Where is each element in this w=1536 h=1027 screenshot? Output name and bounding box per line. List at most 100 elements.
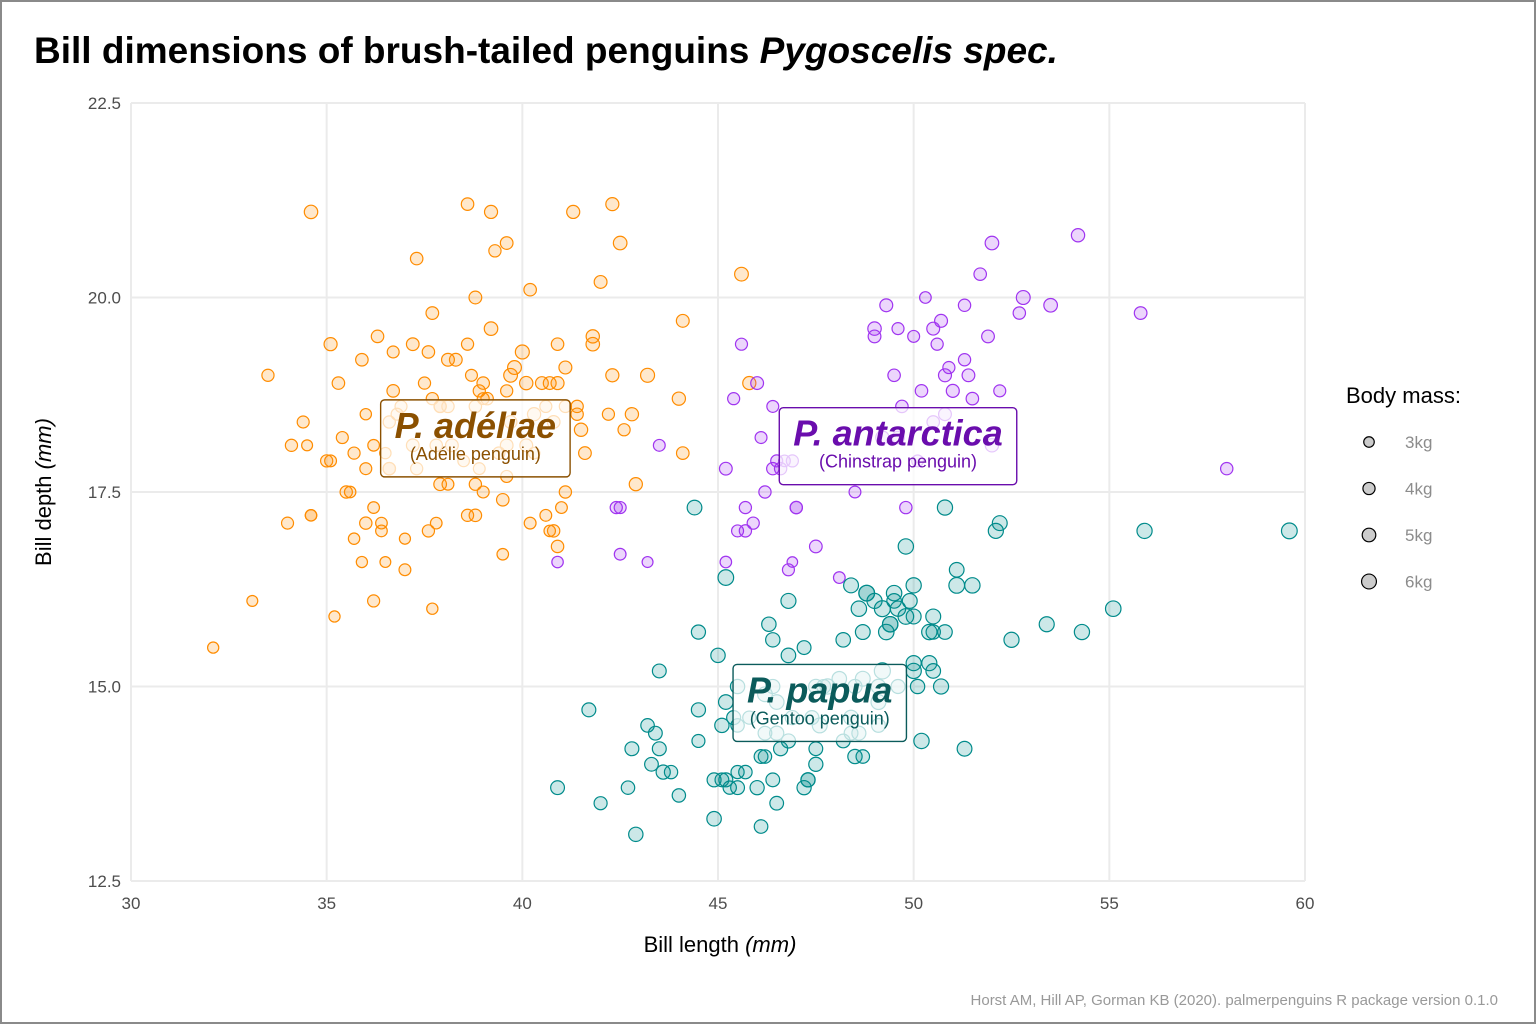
data-point bbox=[757, 749, 773, 764]
data-point bbox=[347, 446, 361, 460]
species-label: P. adéliae(Adélie penguin) bbox=[379, 399, 571, 478]
data-point bbox=[261, 368, 275, 382]
x-tick-label: 50 bbox=[904, 894, 923, 913]
data-point bbox=[1015, 289, 1031, 306]
data-point bbox=[1043, 297, 1059, 313]
data-point bbox=[488, 244, 502, 258]
species-name: P. adéliae bbox=[395, 405, 556, 446]
data-point bbox=[507, 360, 523, 376]
data-point bbox=[766, 399, 780, 413]
data-point bbox=[620, 780, 636, 795]
data-point bbox=[1280, 522, 1298, 540]
data-point bbox=[957, 298, 972, 313]
data-point bbox=[942, 360, 956, 375]
data-point bbox=[355, 555, 369, 569]
data-point bbox=[476, 485, 490, 499]
data-point bbox=[1038, 616, 1055, 633]
data-point bbox=[1012, 306, 1027, 320]
data-point bbox=[612, 235, 628, 251]
data-point bbox=[301, 439, 314, 452]
chart-title-italic: Pygoscelis spec. bbox=[760, 30, 1058, 71]
data-point bbox=[749, 779, 765, 796]
data-point bbox=[948, 561, 965, 578]
data-point bbox=[714, 717, 730, 734]
data-point bbox=[984, 235, 1000, 251]
data-point bbox=[832, 571, 846, 585]
data-point bbox=[905, 655, 922, 672]
data-point bbox=[468, 290, 483, 305]
data-point bbox=[433, 477, 448, 492]
data-point bbox=[891, 322, 905, 336]
data-point bbox=[566, 204, 581, 220]
data-point bbox=[573, 422, 589, 437]
data-point bbox=[429, 516, 443, 530]
data-point bbox=[359, 462, 373, 476]
data-point bbox=[691, 733, 706, 749]
data-point bbox=[753, 749, 769, 765]
data-point bbox=[628, 826, 644, 843]
data-point bbox=[1073, 623, 1091, 641]
data-point bbox=[867, 321, 882, 336]
data-point bbox=[789, 500, 804, 515]
data-point bbox=[761, 616, 777, 633]
data-point bbox=[613, 547, 627, 561]
data-point bbox=[936, 499, 954, 516]
data-point bbox=[558, 485, 573, 499]
data-point bbox=[937, 368, 953, 383]
data-point bbox=[555, 501, 568, 515]
data-point bbox=[727, 392, 741, 406]
data-point bbox=[335, 430, 349, 445]
data-point bbox=[1003, 631, 1020, 648]
x-axis-title: Bill length (mm) bbox=[644, 932, 797, 957]
data-point bbox=[448, 352, 463, 367]
data-point bbox=[758, 485, 772, 499]
data-point bbox=[641, 555, 654, 569]
data-point bbox=[639, 367, 656, 383]
data-point bbox=[1136, 522, 1153, 540]
data-point bbox=[932, 678, 950, 695]
data-point bbox=[991, 515, 1008, 532]
data-point bbox=[628, 477, 643, 492]
data-point bbox=[546, 524, 561, 538]
data-point bbox=[585, 336, 601, 352]
data-point bbox=[331, 376, 346, 390]
data-point bbox=[398, 563, 412, 577]
data-point bbox=[550, 376, 565, 391]
data-point bbox=[246, 594, 259, 607]
data-point bbox=[647, 725, 663, 741]
data-point bbox=[964, 577, 981, 594]
data-point bbox=[671, 788, 687, 803]
axis-ticks: 30 35 40 45 50 55 60 12.5 15.0 17.5 20.0 22.5 bbox=[88, 94, 1315, 913]
data-point bbox=[918, 291, 932, 304]
data-point bbox=[913, 732, 930, 750]
x-tick-label: 40 bbox=[513, 894, 532, 913]
data-point bbox=[718, 461, 733, 476]
data-point bbox=[885, 584, 903, 602]
data-point bbox=[945, 383, 960, 398]
y-tick-label: 22.5 bbox=[88, 94, 121, 113]
data-point bbox=[750, 376, 765, 391]
data-point bbox=[519, 375, 534, 391]
data-point bbox=[206, 641, 220, 654]
data-point bbox=[786, 556, 799, 568]
data-point bbox=[570, 399, 584, 414]
data-point bbox=[296, 415, 310, 429]
data-point bbox=[581, 702, 597, 718]
data-point bbox=[965, 391, 980, 406]
data-point bbox=[925, 608, 942, 625]
data-point bbox=[347, 532, 361, 545]
data-point bbox=[543, 524, 557, 538]
y-tick-label: 20.0 bbox=[88, 289, 121, 308]
data-point bbox=[1219, 461, 1234, 476]
data-point bbox=[280, 516, 295, 530]
legend-label: 4kg bbox=[1405, 480, 1432, 499]
y-tick-label: 17.5 bbox=[88, 483, 121, 502]
legend: Body mass: 3kg 4kg 5kg 6kg bbox=[1346, 383, 1461, 592]
x-tick-label: 35 bbox=[317, 894, 336, 913]
data-point bbox=[617, 423, 631, 437]
data-point bbox=[961, 368, 976, 383]
data-point bbox=[304, 509, 318, 522]
data-point bbox=[671, 391, 687, 406]
data-point bbox=[523, 282, 537, 297]
